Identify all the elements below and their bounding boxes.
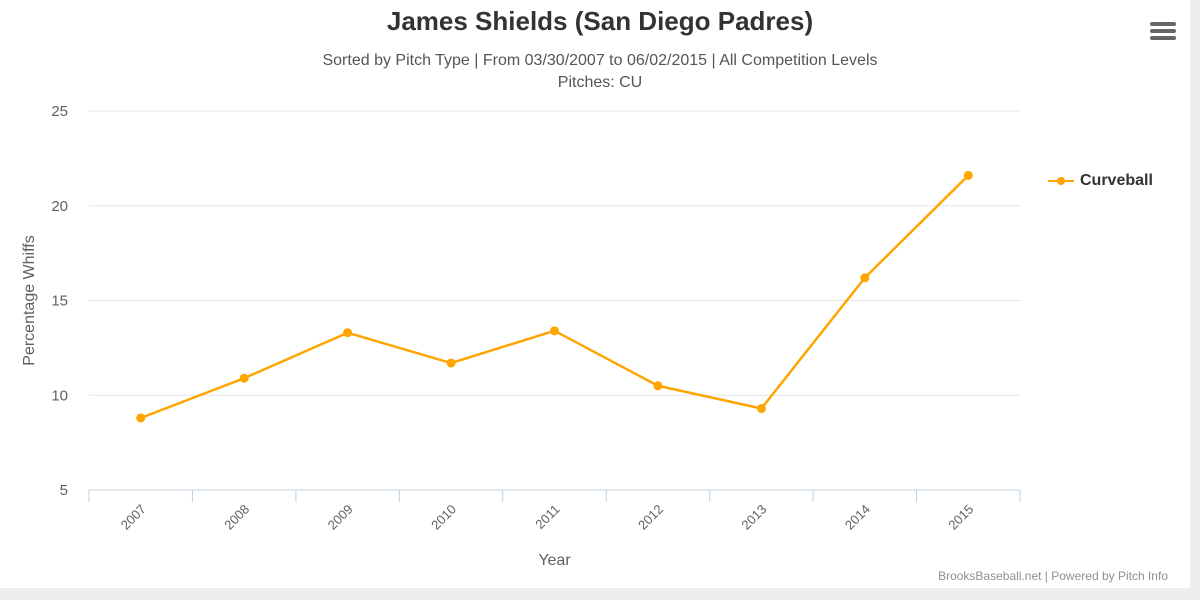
legend-label: Curveball xyxy=(1080,172,1153,189)
x-tick-label: 2011 xyxy=(532,502,562,532)
hamburger-menu-icon[interactable] xyxy=(1150,22,1176,42)
data-point[interactable] xyxy=(963,170,973,180)
data-point[interactable] xyxy=(136,413,146,423)
chart-container: James Shields (San Diego Padres) Sorted … xyxy=(0,0,1190,588)
x-axis-title: Year xyxy=(538,552,571,569)
series-line-curveball xyxy=(140,174,970,420)
legend-line-marker-icon xyxy=(1048,177,1074,185)
data-point[interactable] xyxy=(653,381,663,391)
data-point[interactable] xyxy=(756,404,766,414)
x-tick-label: 2015 xyxy=(945,502,976,533)
x-tick-label: 2007 xyxy=(118,502,149,533)
y-tick-label: 15 xyxy=(51,293,68,310)
y-tick-label: 5 xyxy=(60,482,68,499)
chart-subtitle: Sorted by Pitch Type | From 03/30/2007 t… xyxy=(322,52,878,69)
data-point[interactable] xyxy=(550,326,559,336)
y-axis-title: Percentage Whiffs xyxy=(21,235,38,365)
x-tick-label: 2010 xyxy=(428,502,459,533)
chart-subtitle-pitches: Pitches: CU xyxy=(557,74,643,91)
y-tick-label: 25 xyxy=(51,103,68,120)
data-point[interactable] xyxy=(860,273,870,283)
credits-link[interactable]: BrooksBaseball.net | Powered by Pitch In… xyxy=(938,569,1168,583)
y-tick-label: 20 xyxy=(51,198,68,215)
data-point[interactable] xyxy=(239,373,249,383)
x-tick-label: 2013 xyxy=(738,502,769,533)
x-tick-label: 2014 xyxy=(842,502,873,533)
legend-item-curveball[interactable]: Curveball xyxy=(1048,172,1153,190)
data-point[interactable] xyxy=(446,358,456,368)
x-tick-label: 2008 xyxy=(221,502,252,533)
data-point[interactable] xyxy=(343,328,353,338)
x-tick-label: 2012 xyxy=(635,502,666,533)
plot-area: 5 10 15 20 25 2007 2008 2009 2010 2011 2012 2013 201… xyxy=(21,103,1021,569)
y-tick-label: 10 xyxy=(51,387,68,404)
x-tick-label: 2009 xyxy=(325,502,356,533)
chart-title: James Shields (San Diego Padres) xyxy=(386,6,814,36)
